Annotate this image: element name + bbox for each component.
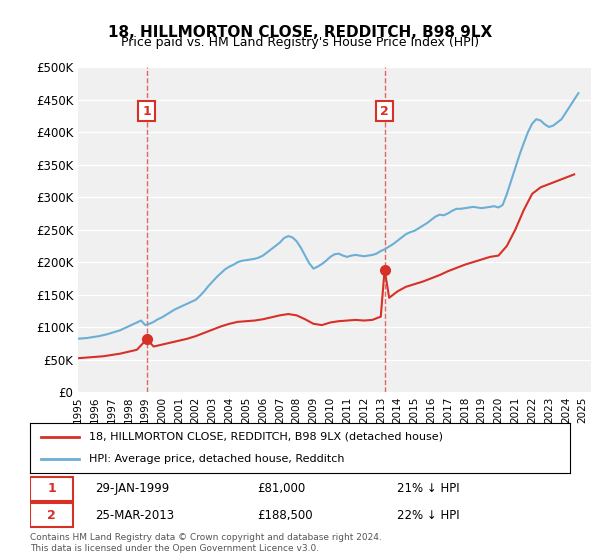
Text: 29-JAN-1999: 29-JAN-1999	[95, 482, 169, 496]
FancyBboxPatch shape	[30, 477, 73, 501]
Text: 25-MAR-2013: 25-MAR-2013	[95, 508, 174, 522]
Text: Price paid vs. HM Land Registry's House Price Index (HPI): Price paid vs. HM Land Registry's House …	[121, 36, 479, 49]
Text: 21% ↓ HPI: 21% ↓ HPI	[397, 482, 460, 496]
Text: £188,500: £188,500	[257, 508, 313, 522]
Text: 2: 2	[47, 508, 56, 522]
Text: 1: 1	[142, 105, 151, 118]
FancyBboxPatch shape	[30, 503, 73, 527]
Text: Contains HM Land Registry data © Crown copyright and database right 2024.
This d: Contains HM Land Registry data © Crown c…	[30, 533, 382, 553]
Text: 22% ↓ HPI: 22% ↓ HPI	[397, 508, 460, 522]
Text: 2: 2	[380, 105, 389, 118]
Text: 18, HILLMORTON CLOSE, REDDITCH, B98 9LX (detached house): 18, HILLMORTON CLOSE, REDDITCH, B98 9LX …	[89, 432, 443, 442]
Text: HPI: Average price, detached house, Redditch: HPI: Average price, detached house, Redd…	[89, 454, 345, 464]
Text: £81,000: £81,000	[257, 482, 305, 496]
Text: 18, HILLMORTON CLOSE, REDDITCH, B98 9LX: 18, HILLMORTON CLOSE, REDDITCH, B98 9LX	[108, 25, 492, 40]
Text: 1: 1	[47, 482, 56, 496]
